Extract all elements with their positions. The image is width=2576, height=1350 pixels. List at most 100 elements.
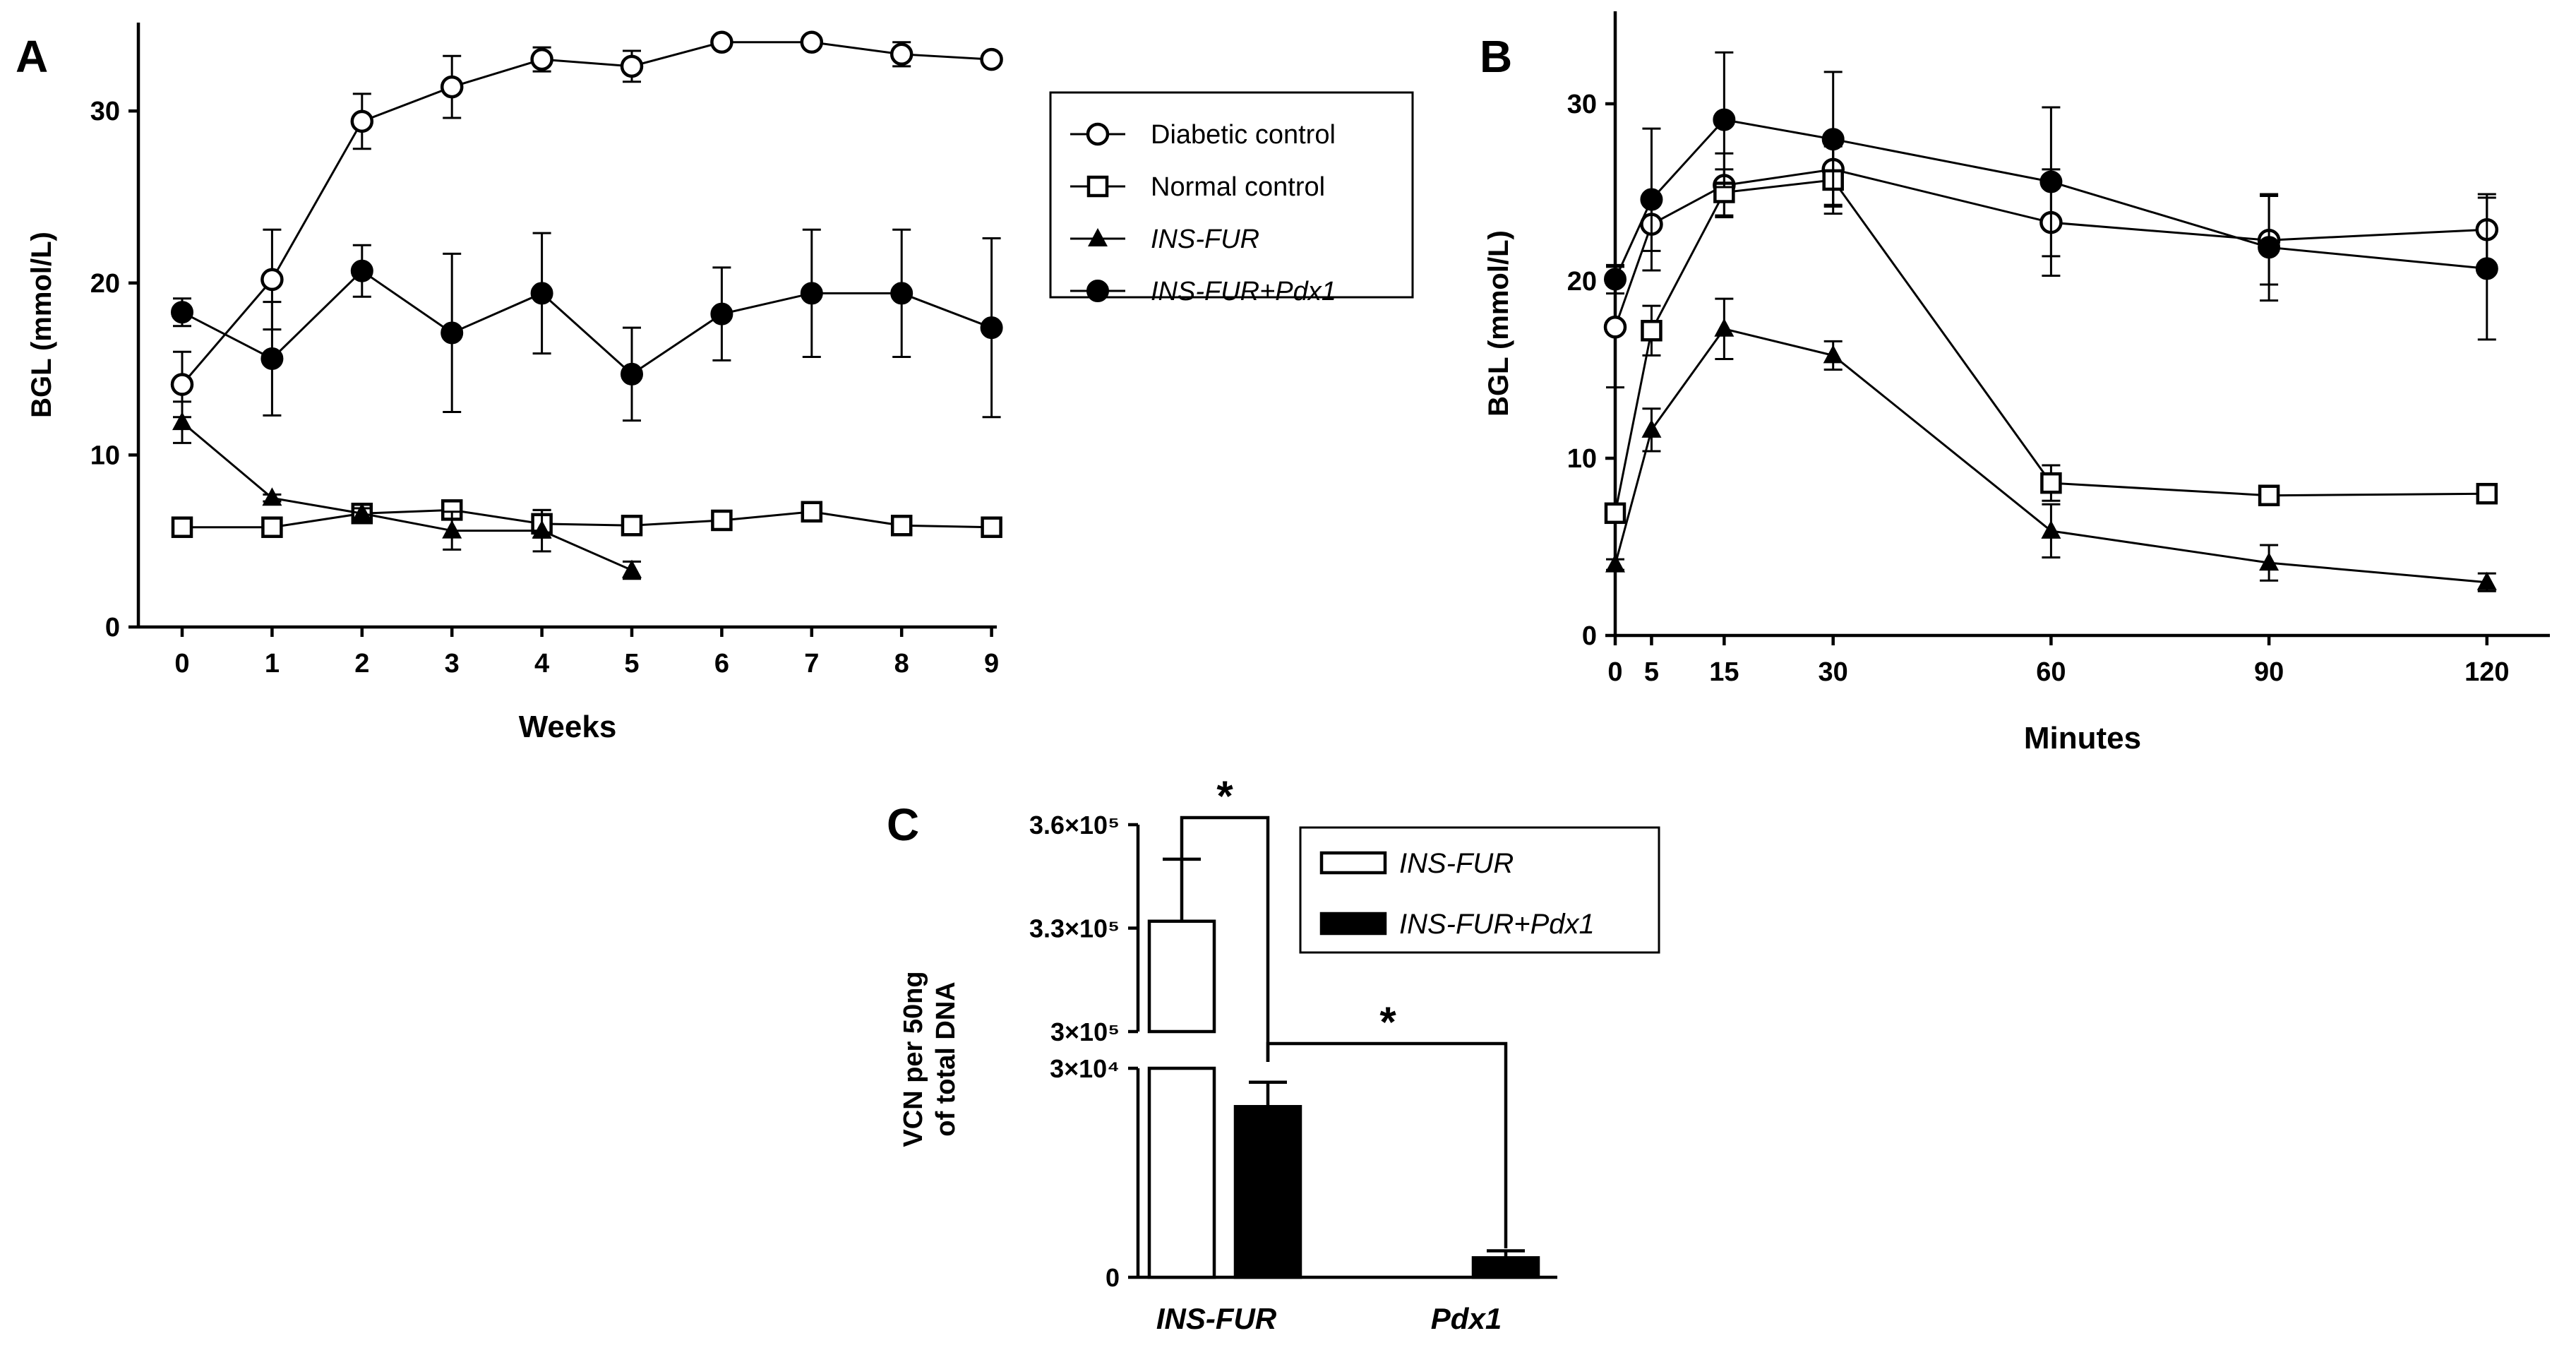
data-point	[621, 515, 643, 537]
y-axis-label-line: VCN per 50ng	[899, 971, 928, 1147]
x-tick-label: 0	[1607, 657, 1622, 687]
data-point	[800, 30, 824, 54]
data-point	[350, 109, 374, 133]
legend-swatch	[1319, 851, 1387, 875]
legend-box	[1049, 91, 1414, 299]
data-point	[260, 268, 284, 292]
data-point	[890, 282, 913, 305]
series-line	[182, 508, 992, 529]
legend-label: INS-FUR+Pdx1	[1151, 277, 1336, 306]
data-point	[890, 515, 913, 537]
series-ins-fur	[172, 400, 642, 580]
data-point	[262, 487, 282, 506]
y-tick-label: 3.6×10⁵	[1029, 811, 1120, 840]
x-tick-label: Pdx1	[1431, 1302, 1502, 1335]
data-point	[260, 347, 284, 370]
data-point	[171, 516, 193, 538]
data-point	[981, 516, 1002, 538]
x-tick-label: 60	[2036, 657, 2066, 687]
x-tick-label: INS-FUR	[1156, 1302, 1277, 1335]
data-point	[1821, 128, 1845, 151]
y-axis-label: BGL (mmol/L)	[1483, 230, 1514, 417]
legend: INS-FUR INS-FUR+Pdx1	[1299, 826, 1660, 954]
x-tick-label: 9	[984, 649, 999, 679]
series-normal-control	[171, 499, 1002, 539]
data-point	[1714, 318, 1735, 337]
data-point	[170, 373, 194, 396]
y-axis-label-line: of total DNA	[931, 981, 961, 1137]
panel-label-a: A	[16, 31, 48, 82]
data-point	[1604, 268, 1627, 291]
bar	[1147, 1066, 1216, 1279]
x-tick-label: 0	[174, 649, 189, 679]
series-line	[181, 269, 993, 376]
data-point	[2259, 552, 2280, 571]
data-point	[532, 520, 552, 539]
legend-item-ins-fur: INS-FUR	[1070, 225, 1259, 254]
data-point	[889, 42, 913, 66]
data-point	[171, 301, 193, 324]
y-tick-label: 20	[90, 269, 120, 299]
significance-bracket: *	[1180, 772, 1270, 1062]
bracket-line	[1180, 816, 1270, 1062]
legend-item-ins-fur: INS-FUR	[1319, 848, 1514, 879]
series-ins-fur-pdx1	[1604, 51, 2498, 341]
x-tick-label: 1	[265, 649, 280, 679]
y-tick-label: 3×10⁵	[1050, 1017, 1120, 1046]
series-line	[181, 41, 992, 386]
data-point	[800, 282, 823, 305]
data-point	[980, 316, 1003, 340]
data-point	[622, 559, 642, 578]
legend-marker	[1088, 228, 1108, 246]
legend-marker	[1086, 122, 1110, 146]
bracket-line	[1266, 1041, 1508, 1248]
data-point	[261, 516, 283, 538]
legend-item-ins-fur-pdx1: INS-FUR+Pdx1	[1070, 277, 1336, 306]
data-point	[2039, 170, 2063, 193]
x-tick-label: 6	[714, 649, 729, 679]
x-tick-label: 120	[2464, 657, 2509, 687]
bar-series-ins-fur	[1147, 857, 1216, 1279]
significance-star: *	[1216, 772, 1233, 820]
x-tick-label: 15	[1709, 657, 1739, 687]
legend: Diabetic control Normal control INS-FUR INS…	[1049, 91, 1414, 306]
y-tick-label: 10	[90, 441, 120, 470]
y-tick-label: 20	[1567, 267, 1597, 297]
x-axis-label: Minutes	[2024, 721, 2141, 755]
x-tick-label: 5	[1644, 657, 1659, 687]
data-point	[530, 282, 553, 305]
series-line	[181, 421, 633, 571]
data-point	[1641, 419, 1662, 438]
data-point	[1604, 502, 1627, 525]
y-tick-label: 0	[1106, 1263, 1120, 1292]
data-point	[1713, 108, 1736, 131]
series-ins-fur	[1605, 297, 2497, 592]
data-point	[2258, 484, 2280, 506]
legend-swatch	[1319, 912, 1387, 936]
legend-label: INS-FUR	[1151, 225, 1259, 254]
x-tick-label: 2	[354, 649, 369, 679]
y-tick-label: 30	[90, 97, 120, 126]
panel-a: A 0 10 20 30 0 1 2 3 4 5 6 7 8 9 Weeks BGL (mmol/L) Diabe…	[16, 23, 1414, 744]
data-point	[1603, 316, 1627, 339]
data-point	[440, 75, 464, 99]
legend-item-diabetic-control: Diabetic control	[1070, 120, 1336, 150]
y-tick-label: 30	[1567, 90, 1597, 119]
panel-c: C 0 3×10⁴ 3×10⁵ 3.3×10⁵ 3.6×10⁵ VCN per 50ng of…	[887, 772, 1660, 1335]
x-tick-label: 8	[894, 649, 909, 679]
data-point	[1640, 188, 1663, 211]
legend-label: Normal control	[1151, 172, 1325, 202]
data-point	[350, 259, 373, 282]
legend-label: Diabetic control	[1151, 120, 1336, 150]
data-point	[1641, 320, 1663, 342]
data-point	[1605, 554, 1625, 573]
x-tick-label: 5	[624, 649, 639, 679]
data-point	[710, 302, 733, 325]
x-tick-label: 3	[445, 649, 460, 679]
data-point	[711, 509, 733, 532]
legend-label: INS-FUR	[1399, 848, 1514, 879]
data-point	[2258, 236, 2281, 259]
x-axis-label: Weeks	[519, 710, 617, 744]
bar	[1147, 919, 1216, 1034]
data-point	[1823, 345, 1843, 364]
